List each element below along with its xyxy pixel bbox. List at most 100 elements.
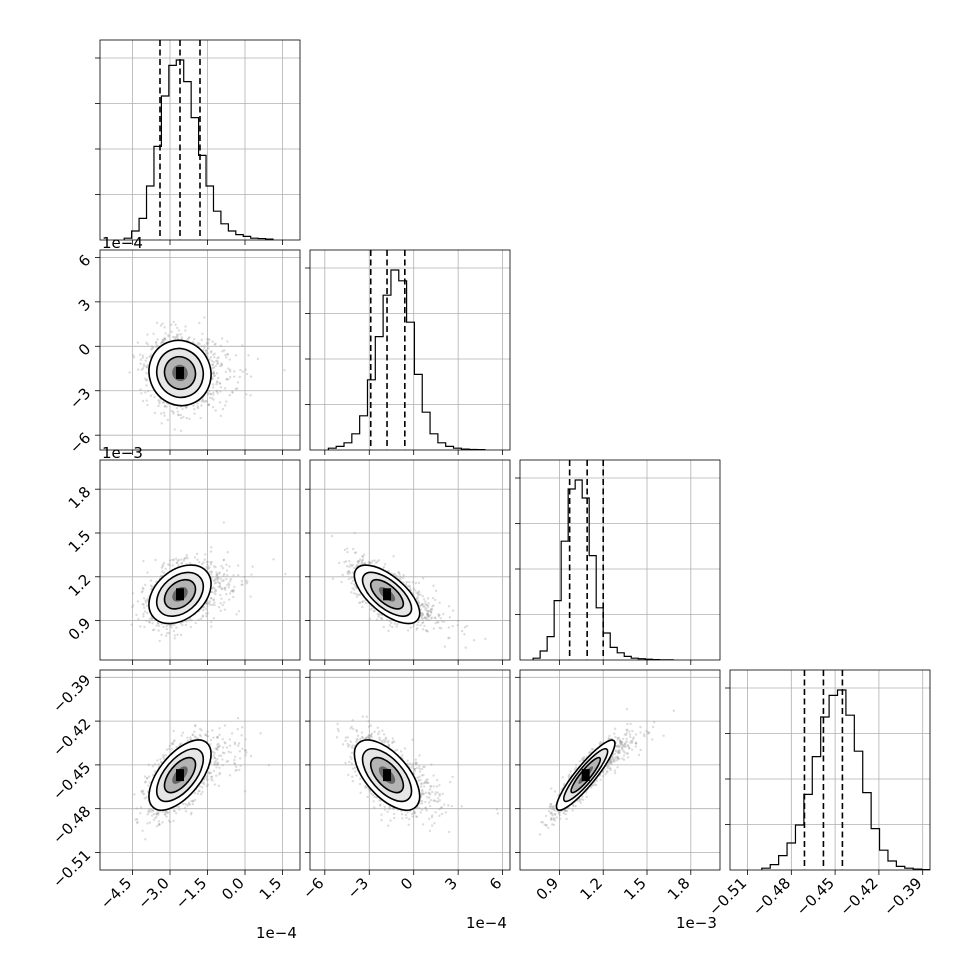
scatter-point: [212, 391, 215, 394]
scatter-point: [184, 325, 187, 328]
scatter-point: [388, 624, 392, 627]
scatter-point: [360, 554, 364, 558]
scatter-point: [181, 802, 185, 806]
scatter-point: [213, 343, 216, 346]
scatter-point: [432, 584, 435, 587]
scatter-point: [217, 784, 220, 787]
scatter-point: [214, 759, 217, 762]
scatter-point: [217, 754, 221, 757]
scatter-point: [337, 561, 341, 565]
scatter-point: [221, 603, 224, 607]
scatter-point: [225, 593, 228, 596]
scatter-point: [380, 617, 383, 620]
scatter-point: [161, 563, 165, 567]
scatter-point: [227, 378, 230, 381]
scatter-point: [412, 623, 416, 626]
scatter-point: [146, 403, 149, 407]
scatter-point: [222, 574, 225, 577]
scatter-point: [185, 556, 188, 559]
scatter-point: [408, 586, 412, 589]
scatter-point: [140, 392, 143, 395]
histogram-step-line: [327, 269, 486, 450]
scatter-point: [216, 577, 219, 581]
scatter-point: [212, 586, 215, 589]
scatter-point: [167, 819, 171, 822]
scatter-point: [193, 407, 196, 411]
scatter-point: [163, 326, 166, 329]
scatter-point: [150, 617, 153, 621]
scatter-point: [207, 393, 210, 396]
scatter-point: [374, 561, 378, 565]
scatter-point: [359, 593, 362, 596]
scatter-point: [247, 354, 250, 357]
scatter-point: [484, 637, 487, 641]
scatter-point: [139, 806, 143, 809]
scatter-point: [201, 562, 204, 566]
scatter-point: [210, 590, 213, 594]
scatter-point: [414, 581, 418, 585]
scatter-point: [346, 572, 350, 576]
scatter-point: [209, 392, 212, 396]
gridlines: [310, 460, 510, 660]
scatter-point: [415, 591, 418, 595]
scatter-point: [195, 552, 199, 556]
scatter-point: [417, 590, 421, 593]
scatter-point: [225, 378, 228, 381]
scatter-point: [218, 584, 222, 588]
scatter-point: [228, 592, 232, 595]
scatter-point: [212, 386, 215, 389]
scatter-point: [463, 626, 467, 629]
scatter-point: [152, 346, 155, 349]
scatter-point: [160, 760, 163, 764]
scatter-point: [149, 394, 153, 397]
scatter-point: [212, 366, 216, 369]
scatter-point: [213, 587, 216, 591]
scatter-point: [210, 572, 213, 576]
scatter-point: [249, 393, 252, 397]
scatter-point: [358, 601, 361, 605]
scatter-point: [355, 592, 358, 596]
scatter-point: [141, 792, 145, 795]
scatter-point: [208, 771, 212, 775]
scatter-point: [154, 816, 157, 820]
scatter-point: [217, 376, 220, 380]
scatter-point: [141, 367, 145, 370]
scatter-point: [170, 742, 174, 745]
scatter-point: [236, 564, 240, 567]
scatter-point: [213, 591, 216, 594]
scatter-point: [373, 559, 376, 562]
scatter-point: [223, 572, 226, 576]
scatter-point: [234, 387, 238, 391]
scatter-point: [224, 588, 227, 592]
scatter-point: [179, 333, 183, 336]
scatter-point: [193, 412, 196, 415]
scatter-point: [420, 611, 423, 615]
scatter-point: [163, 404, 167, 408]
scatter-point: [229, 577, 233, 581]
scatter-point: [172, 809, 176, 812]
scatter-point: [214, 589, 217, 593]
scatter-point: [196, 792, 200, 795]
scatter-point: [348, 559, 351, 563]
scatter-point: [438, 601, 441, 605]
scatter-point: [145, 384, 148, 387]
scatter-point: [377, 614, 380, 617]
scatter-point: [157, 823, 161, 827]
scatter-point: [189, 625, 193, 629]
scatter-point: [212, 374, 216, 378]
scatter-point: [354, 585, 357, 588]
scatter-point: [236, 381, 240, 384]
scatter-point: [153, 411, 157, 415]
scatter-point: [442, 620, 446, 623]
scatter-point: [205, 612, 208, 615]
scatter-point: [217, 606, 221, 609]
scatter-point: [175, 561, 179, 565]
scatter-point: [226, 550, 229, 554]
contour-line-1: [361, 571, 413, 618]
scatter-point: [144, 391, 147, 394]
scatter-point: [381, 618, 384, 621]
scatter-point: [219, 386, 223, 389]
scatter-point: [145, 619, 148, 622]
scatter-point: [183, 557, 186, 561]
